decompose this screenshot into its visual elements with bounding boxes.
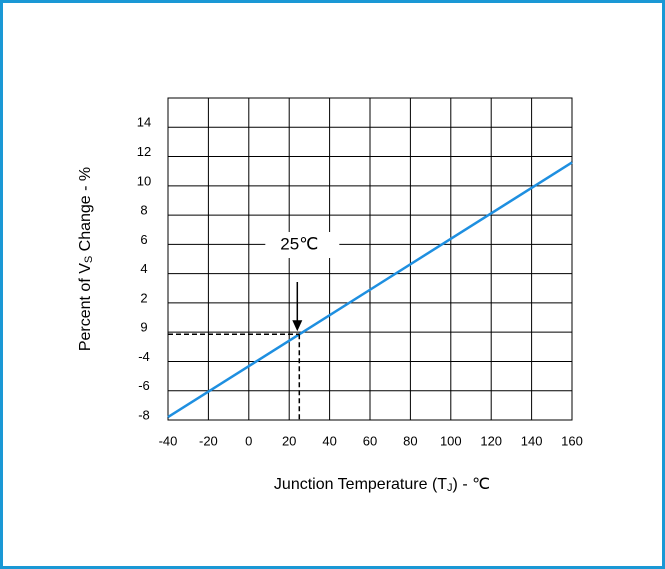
y-tick-label: 2: [140, 290, 147, 305]
x-tick-label: -40: [159, 433, 178, 448]
y-tick-label: 6: [140, 232, 147, 247]
y-tick-label: -8: [138, 407, 150, 422]
x-tick-label: 80: [403, 433, 417, 448]
y-tick-label: 9: [140, 320, 147, 335]
x-label-sub: J: [447, 482, 453, 494]
x-tick-label: 60: [363, 433, 377, 448]
x-tick-label: 160: [561, 433, 583, 448]
arrow-head: [292, 320, 303, 332]
y-tick-label: 12: [137, 144, 151, 159]
annotation-box: [265, 232, 340, 258]
y-tick-label: 10: [137, 173, 151, 188]
y-label-part: Percent of V: [77, 263, 94, 351]
y-tick-label: -6: [138, 378, 150, 393]
x-tick-label: 120: [480, 433, 502, 448]
x-label-part: Junction Temperature (T: [274, 476, 447, 493]
x-label-part: ) - ℃: [453, 476, 491, 493]
y-tick-label: 14: [137, 115, 151, 130]
x-tick-label: 0: [245, 433, 252, 448]
y-tick-label: -4: [138, 349, 150, 364]
y-axis-label: Percent of VS Change - %: [77, 167, 95, 351]
y-tick-label: 8: [140, 203, 147, 218]
annotation-label: 25℃: [280, 234, 318, 253]
x-tick-label: 140: [521, 433, 543, 448]
y-label-part: Change - %: [77, 167, 94, 256]
y-label-sub: S: [83, 256, 95, 263]
x-tick-label: 20: [282, 433, 296, 448]
y-tick-label: 4: [140, 261, 147, 276]
x-tick-label: 100: [440, 433, 462, 448]
x-axis-label: Junction Temperature (TJ) - ℃: [274, 476, 490, 494]
x-tick-label: -20: [199, 433, 218, 448]
x-tick-label: 40: [322, 433, 336, 448]
series-line: [167, 161, 573, 419]
